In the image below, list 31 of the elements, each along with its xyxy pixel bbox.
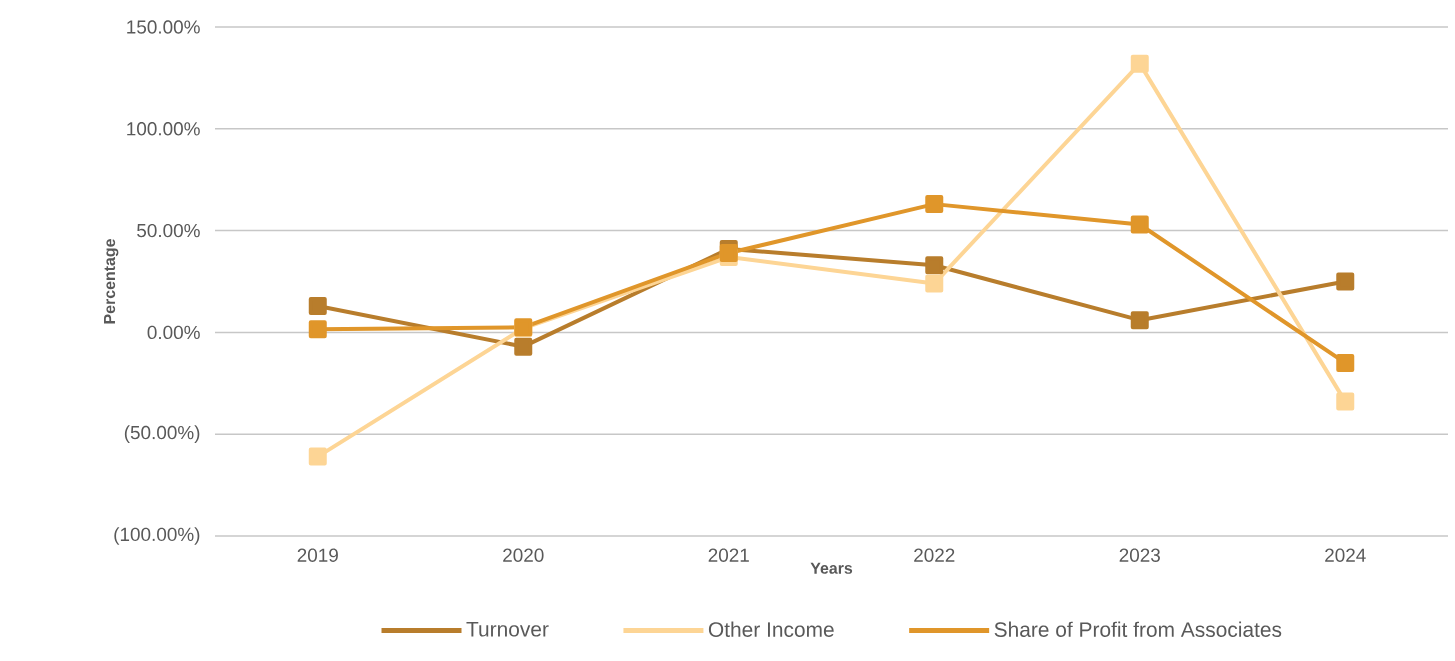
point	[1336, 392, 1355, 411]
y-tick-label: (100.00%)	[114, 527, 200, 545]
point	[308, 447, 327, 466]
point	[1336, 272, 1355, 291]
point	[308, 296, 327, 315]
y-axis-title: Percentage	[104, 239, 119, 324]
x-tick-label: 2019	[297, 548, 338, 562]
x-tick-label: 2022	[914, 548, 955, 562]
x-tick-label: 2024	[1325, 548, 1366, 562]
legend-label: Share of Profit from Associates	[994, 621, 1282, 637]
x-axis-title: Years	[810, 562, 853, 574]
y-tick-label: 150.00%	[127, 20, 200, 34]
point	[1130, 54, 1149, 73]
point	[1130, 311, 1149, 330]
x-tick-label: 2021	[708, 548, 749, 562]
y-tick-label: 100.00%	[127, 122, 200, 136]
point	[925, 274, 944, 293]
point	[719, 243, 738, 262]
y-tick-label: 50.00%	[137, 223, 200, 238]
point	[514, 337, 533, 356]
y-tick-label: 0.00%	[147, 325, 200, 340]
point	[1130, 215, 1149, 234]
legend-label: Turnover	[466, 622, 549, 637]
point	[925, 256, 944, 275]
x-tick-label: 2023	[1119, 548, 1160, 562]
x-tick-label: 2020	[503, 548, 544, 562]
legend-label: Other Income	[708, 621, 834, 637]
y-tick-label: (50.00%)	[124, 425, 200, 444]
point	[925, 195, 944, 214]
point	[308, 320, 327, 339]
point	[1336, 353, 1355, 372]
